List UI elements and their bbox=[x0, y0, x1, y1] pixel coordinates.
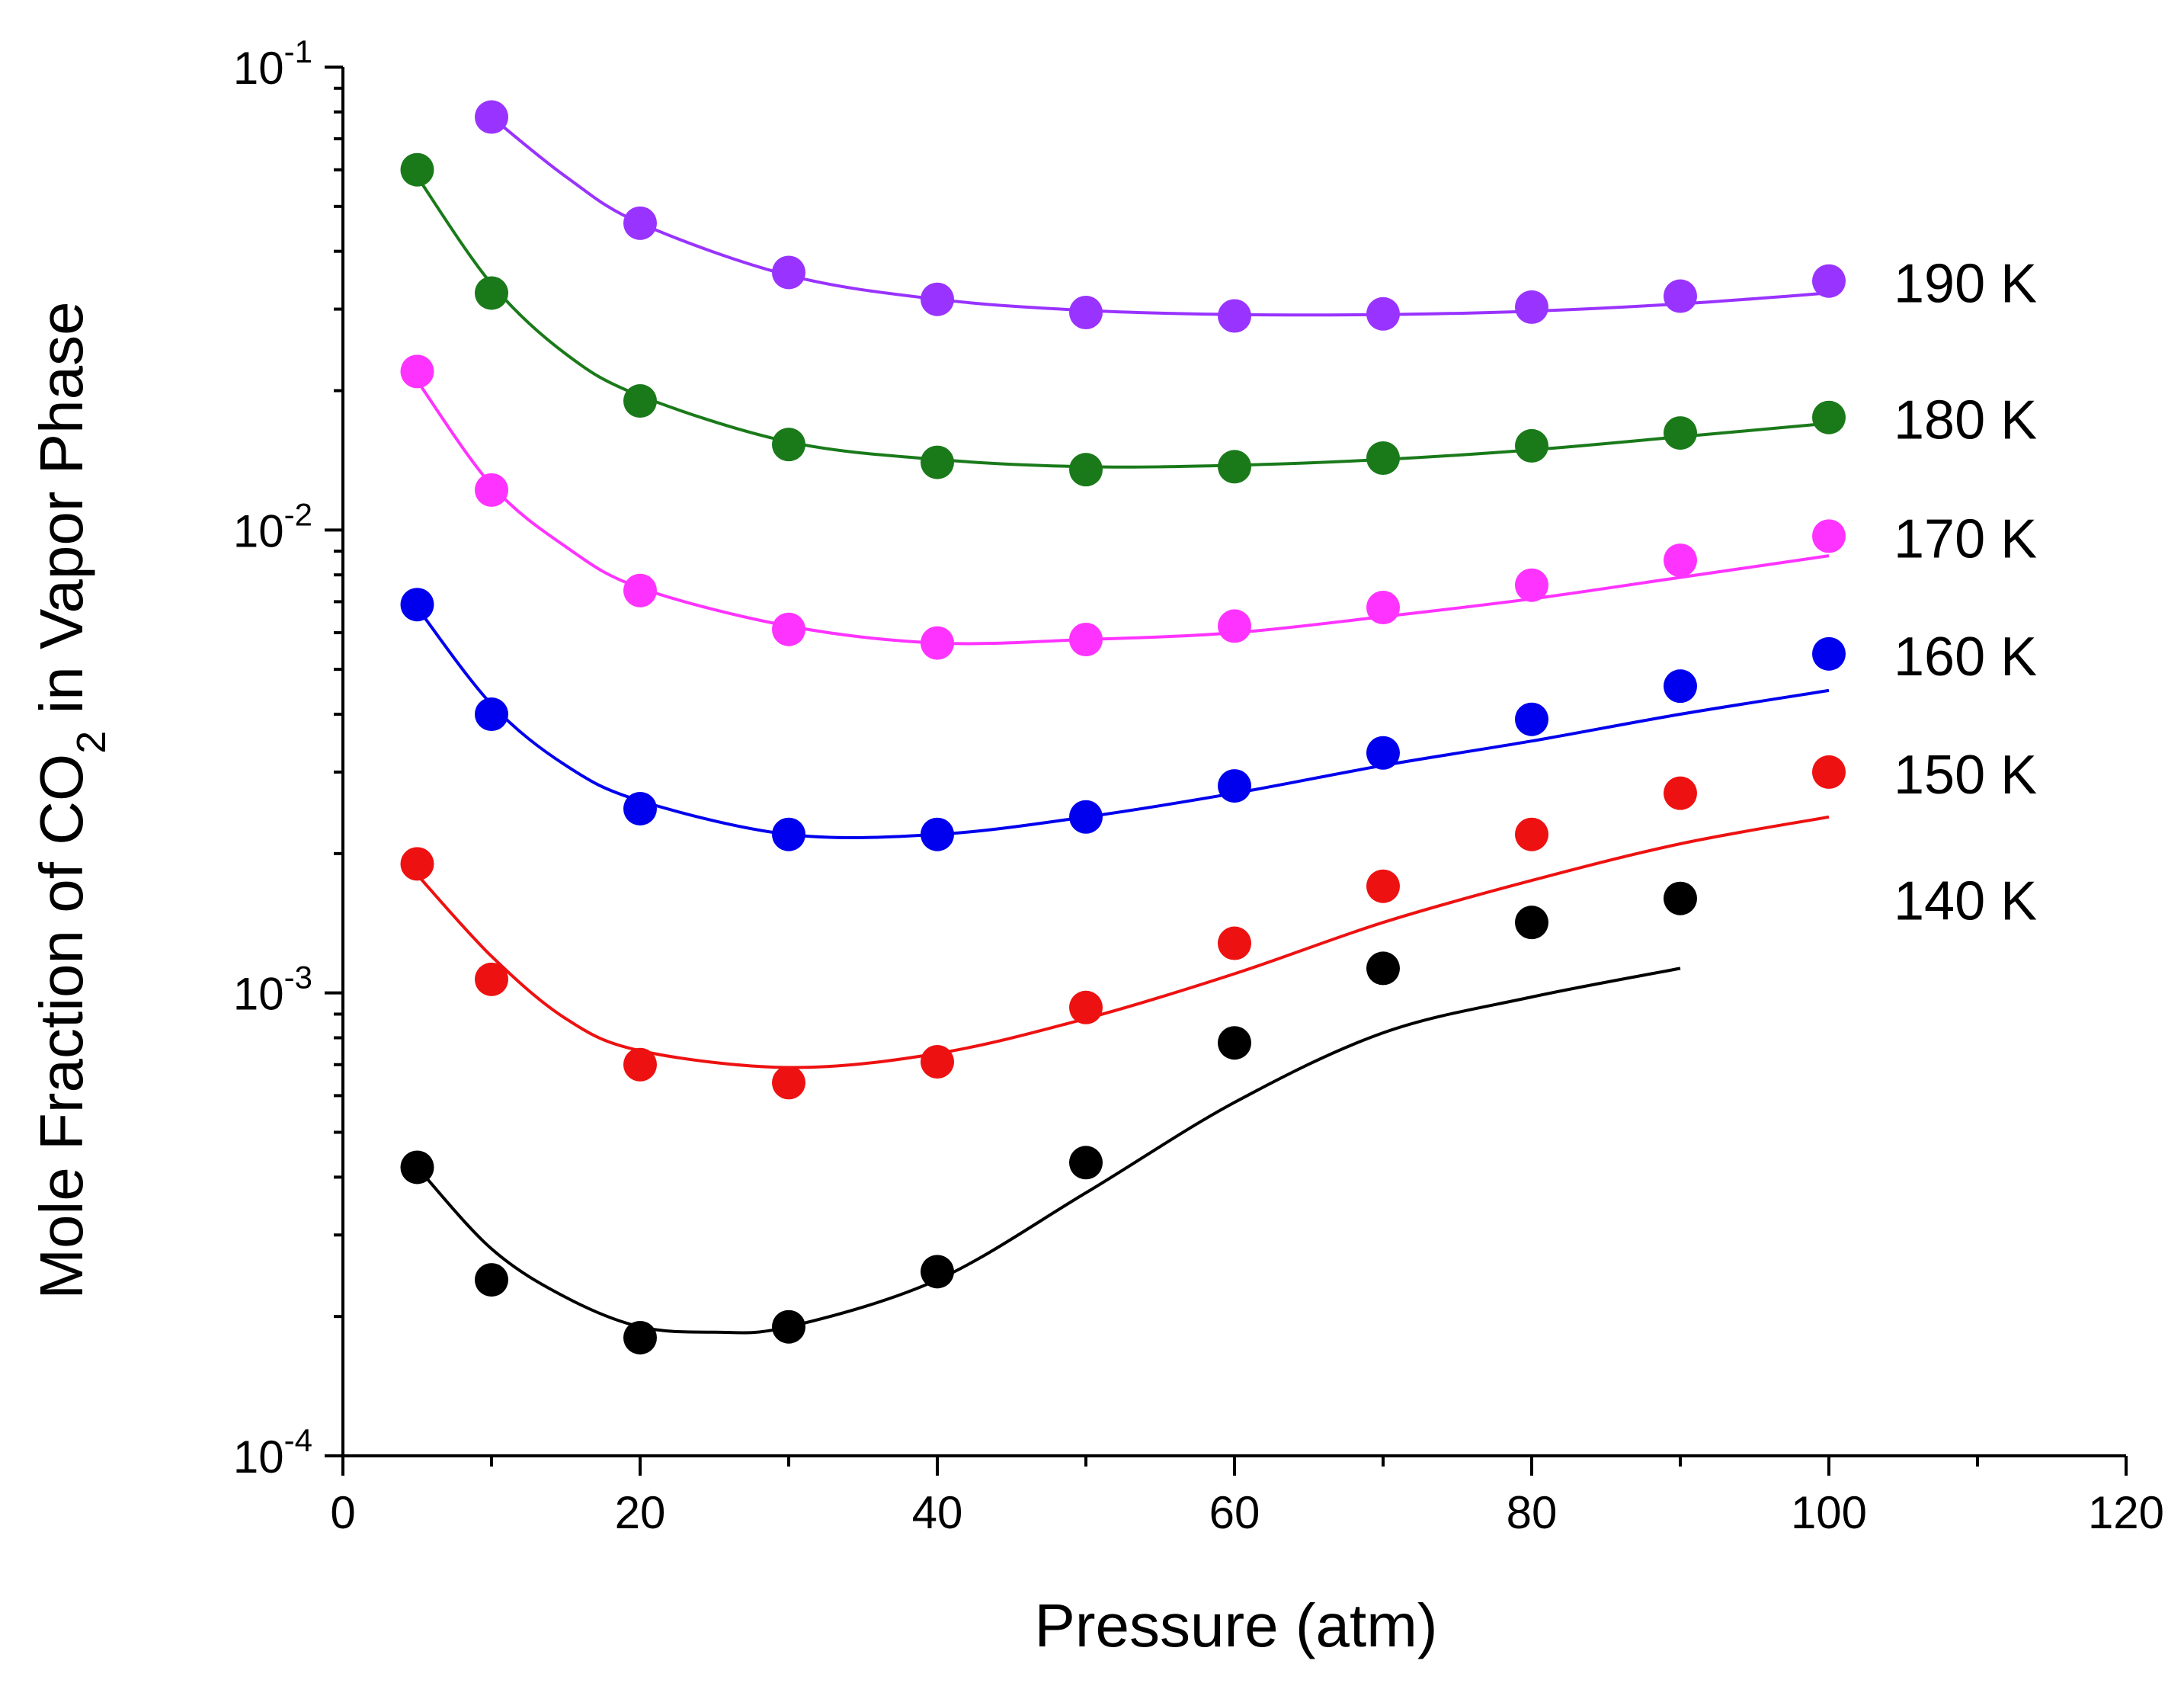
y-tick-label: 10-2 bbox=[233, 496, 312, 556]
data-point-150k bbox=[772, 1066, 805, 1100]
data-point-150k bbox=[1515, 817, 1548, 851]
data-point-160k bbox=[1218, 769, 1251, 803]
series-label-160k: 160 K bbox=[1894, 627, 2037, 688]
series-label-140k: 140 K bbox=[1894, 871, 2037, 932]
data-point-180k bbox=[1515, 428, 1548, 463]
x-tick-label: 20 bbox=[615, 1487, 666, 1538]
data-point-180k bbox=[475, 276, 508, 310]
x-axis-title: Pressure (atm) bbox=[1035, 1592, 1438, 1659]
data-point-160k bbox=[772, 817, 805, 851]
data-point-150k bbox=[400, 847, 434, 881]
data-point-140k bbox=[623, 1320, 657, 1354]
data-point-140k bbox=[400, 1150, 434, 1185]
y-axis-title-suffix: in Vapor Phase bbox=[27, 301, 95, 730]
fit-curve-160k bbox=[415, 606, 1830, 839]
series-label-150k: 150 K bbox=[1894, 745, 2037, 806]
data-point-170k bbox=[1366, 591, 1400, 625]
fit-curve-170k bbox=[415, 380, 1830, 646]
data-point-190k bbox=[475, 100, 508, 134]
series-label-180k: 180 K bbox=[1894, 390, 2037, 451]
fit-curve-180k bbox=[415, 175, 1830, 469]
data-point-150k bbox=[1366, 869, 1400, 903]
data-point-170k bbox=[921, 626, 954, 660]
series-label-170k: 170 K bbox=[1894, 508, 2037, 569]
data-point-170k bbox=[623, 573, 657, 607]
data-point-160k bbox=[1515, 702, 1548, 736]
y-tick-label: 10-1 bbox=[233, 34, 312, 94]
data-point-140k bbox=[921, 1255, 954, 1289]
x-tick-label: 100 bbox=[1791, 1487, 1867, 1538]
data-point-190k bbox=[772, 255, 805, 290]
data-point-150k bbox=[1069, 990, 1103, 1024]
data-point-160k bbox=[1812, 636, 1846, 671]
data-point-140k bbox=[1069, 1146, 1103, 1180]
data-point-190k bbox=[1218, 299, 1251, 333]
data-point-140k bbox=[1366, 951, 1400, 986]
data-point-180k bbox=[1366, 441, 1400, 475]
series-labels: 190 K 180 K 170 K 160 K 150 K 140 K bbox=[1894, 254, 2037, 932]
data-point-190k bbox=[1366, 297, 1400, 331]
data-point-150k bbox=[921, 1045, 954, 1079]
data-point-140k bbox=[1218, 1026, 1251, 1060]
y-tick-label: 10-3 bbox=[233, 960, 312, 1020]
data-point-180k bbox=[400, 152, 434, 187]
fit-curves bbox=[415, 115, 1830, 1335]
data-point-170k bbox=[1812, 519, 1846, 553]
data-point-160k bbox=[475, 697, 508, 732]
y-tick-label: 10-4 bbox=[233, 1422, 312, 1483]
x-tick-label: 60 bbox=[1209, 1487, 1260, 1538]
data-point-150k bbox=[1218, 926, 1251, 960]
data-point-170k bbox=[1664, 543, 1697, 578]
data-points bbox=[400, 100, 1846, 1354]
data-point-170k bbox=[400, 354, 434, 389]
data-point-190k bbox=[1069, 295, 1103, 329]
data-point-170k bbox=[1515, 568, 1548, 602]
x-tick-label: 0 bbox=[330, 1487, 355, 1538]
data-point-160k bbox=[623, 791, 657, 825]
data-point-160k bbox=[1069, 800, 1103, 834]
fit-curve-140k bbox=[416, 967, 1681, 1335]
data-point-180k bbox=[1218, 450, 1251, 484]
data-point-180k bbox=[772, 428, 805, 462]
data-point-180k bbox=[1812, 400, 1846, 434]
data-point-170k bbox=[1069, 623, 1103, 657]
data-point-180k bbox=[921, 445, 954, 479]
data-point-140k bbox=[1515, 906, 1548, 940]
data-point-170k bbox=[772, 612, 805, 646]
data-point-160k bbox=[1366, 736, 1400, 770]
x-tick-label: 40 bbox=[912, 1487, 963, 1538]
fit-curve-190k bbox=[490, 115, 1830, 317]
data-point-190k bbox=[1812, 264, 1846, 298]
fit-curve-150k bbox=[416, 815, 1830, 1069]
y-axis-title: Mole Fraction of CO2 in Vapor Phase bbox=[27, 301, 114, 1299]
data-point-180k bbox=[1664, 416, 1697, 450]
data-point-140k bbox=[475, 1263, 508, 1297]
data-point-160k bbox=[400, 588, 434, 622]
data-point-140k bbox=[772, 1310, 805, 1344]
data-point-190k bbox=[623, 206, 657, 240]
data-point-150k bbox=[623, 1047, 657, 1082]
data-point-190k bbox=[1664, 279, 1697, 313]
data-point-190k bbox=[921, 282, 954, 316]
data-point-180k bbox=[623, 384, 657, 418]
data-point-160k bbox=[1664, 669, 1697, 704]
data-point-160k bbox=[921, 817, 954, 851]
data-point-150k bbox=[1812, 755, 1846, 789]
data-point-170k bbox=[475, 473, 508, 507]
x-tick-label: 80 bbox=[1507, 1487, 1558, 1538]
data-point-190k bbox=[1515, 290, 1548, 324]
y-axis-title-prefix: Mole Fraction of CO bbox=[27, 754, 95, 1300]
y-axis-title-subscript: 2 bbox=[69, 731, 114, 754]
x-tick-label: 120 bbox=[2088, 1487, 2164, 1538]
data-point-170k bbox=[1218, 609, 1251, 643]
data-point-140k bbox=[1664, 881, 1697, 915]
series-label-190k: 190 K bbox=[1894, 254, 2037, 315]
data-point-180k bbox=[1069, 453, 1103, 487]
data-point-150k bbox=[475, 962, 508, 996]
axes: 0 20 40 60 80 100 120 10-1 10-2 10-3 10-4 bbox=[233, 34, 2164, 1538]
data-point-150k bbox=[1664, 776, 1697, 810]
